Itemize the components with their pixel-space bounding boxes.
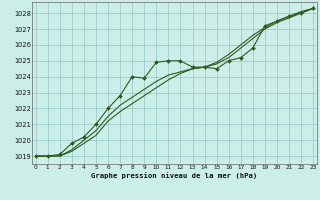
X-axis label: Graphe pression niveau de la mer (hPa): Graphe pression niveau de la mer (hPa) (91, 172, 258, 179)
